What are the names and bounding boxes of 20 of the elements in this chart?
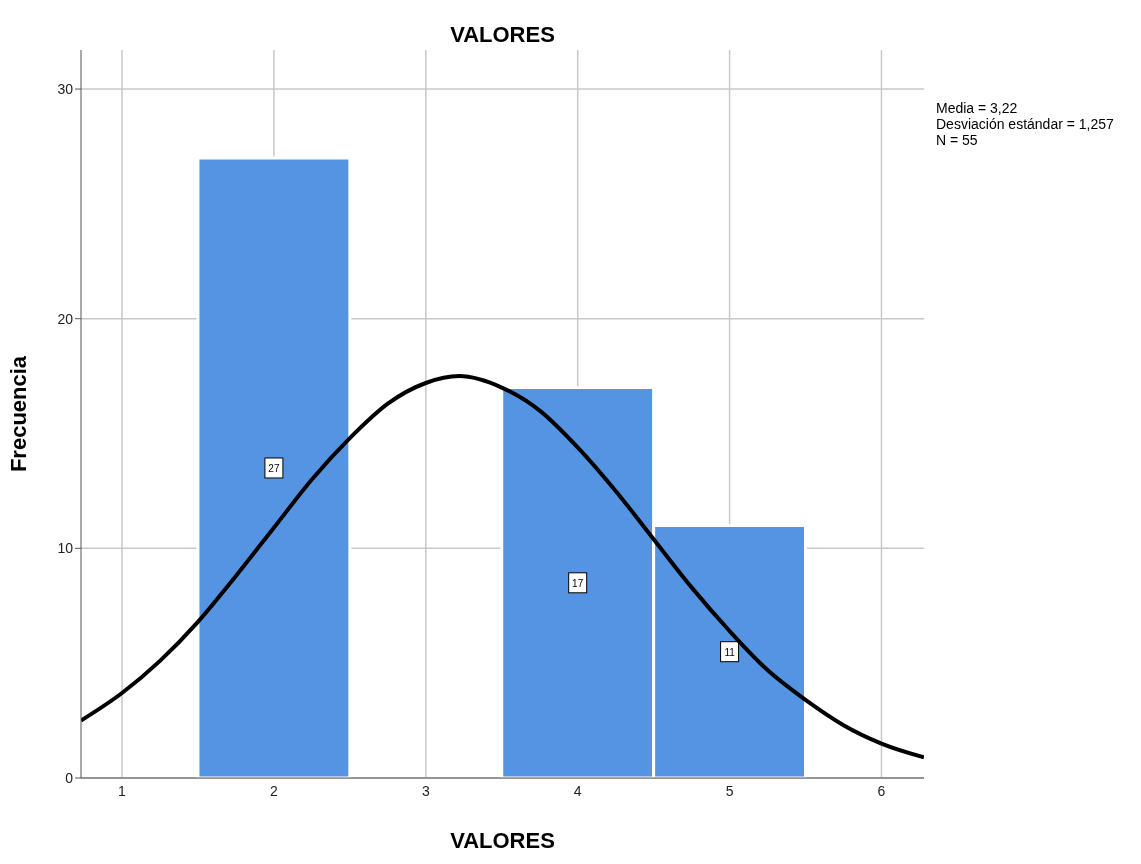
x-tick-label: 2 bbox=[270, 782, 278, 799]
y-axis-title: Frecuencia bbox=[5, 355, 31, 473]
data-label: 11 bbox=[724, 646, 736, 658]
line-series bbox=[81, 374, 924, 760]
y-tick-label: 30 bbox=[57, 81, 74, 98]
x-axis-title: VALORES bbox=[450, 828, 555, 853]
y-tick-label: 10 bbox=[57, 540, 74, 557]
x-tick-label: 3 bbox=[421, 782, 430, 799]
x-tick-label: 6 bbox=[877, 782, 886, 799]
x-tick-label: 1 bbox=[118, 782, 127, 799]
data-label: 27 bbox=[268, 462, 280, 474]
text: Media = 3,22 bbox=[936, 100, 1019, 116]
data-label: 17 bbox=[572, 577, 584, 589]
text: N = 55 bbox=[936, 132, 979, 148]
x-tick-label: 5 bbox=[725, 782, 734, 799]
text: Desviación estándar = 1,257 bbox=[936, 116, 1114, 132]
y-tick-label: 20 bbox=[57, 310, 74, 327]
x-tick-label: 4 bbox=[573, 782, 582, 799]
y-tick-label: 0 bbox=[65, 769, 74, 786]
chart-title: VALORES bbox=[449, 22, 556, 48]
